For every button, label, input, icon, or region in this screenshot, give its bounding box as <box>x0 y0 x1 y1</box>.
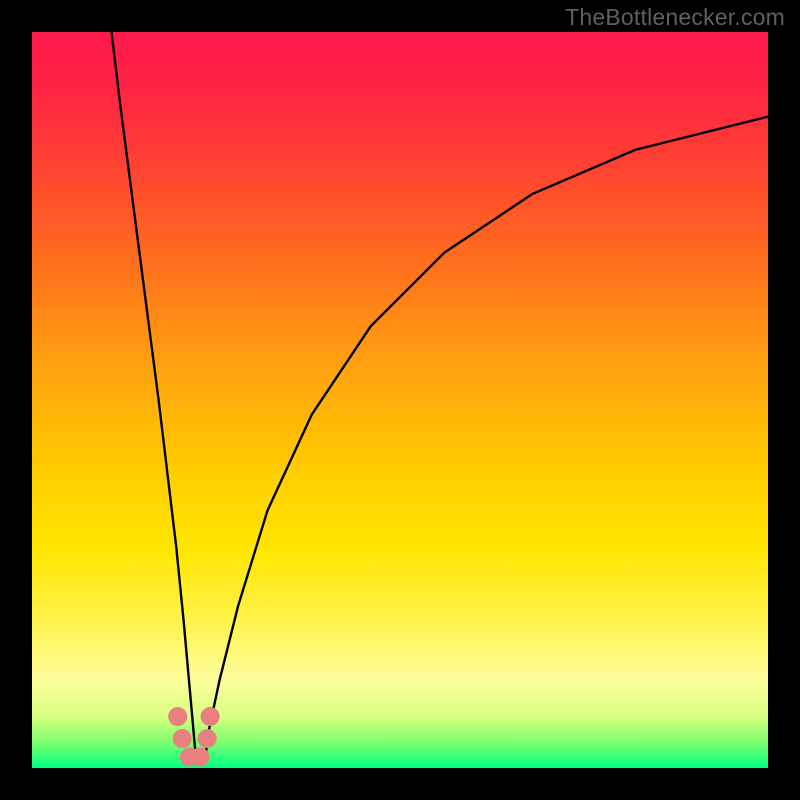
marker-dot <box>173 730 191 748</box>
marker-dot <box>191 748 209 766</box>
plot-area <box>32 32 768 768</box>
watermark-text: TheBottlenecker.com <box>565 4 785 31</box>
marker-dot <box>198 730 216 748</box>
marker-dot <box>169 707 187 725</box>
marker-dot <box>201 707 219 725</box>
plot-background <box>32 32 768 768</box>
figure-canvas: TheBottlenecker.com <box>0 0 800 800</box>
plot-svg <box>0 0 800 800</box>
